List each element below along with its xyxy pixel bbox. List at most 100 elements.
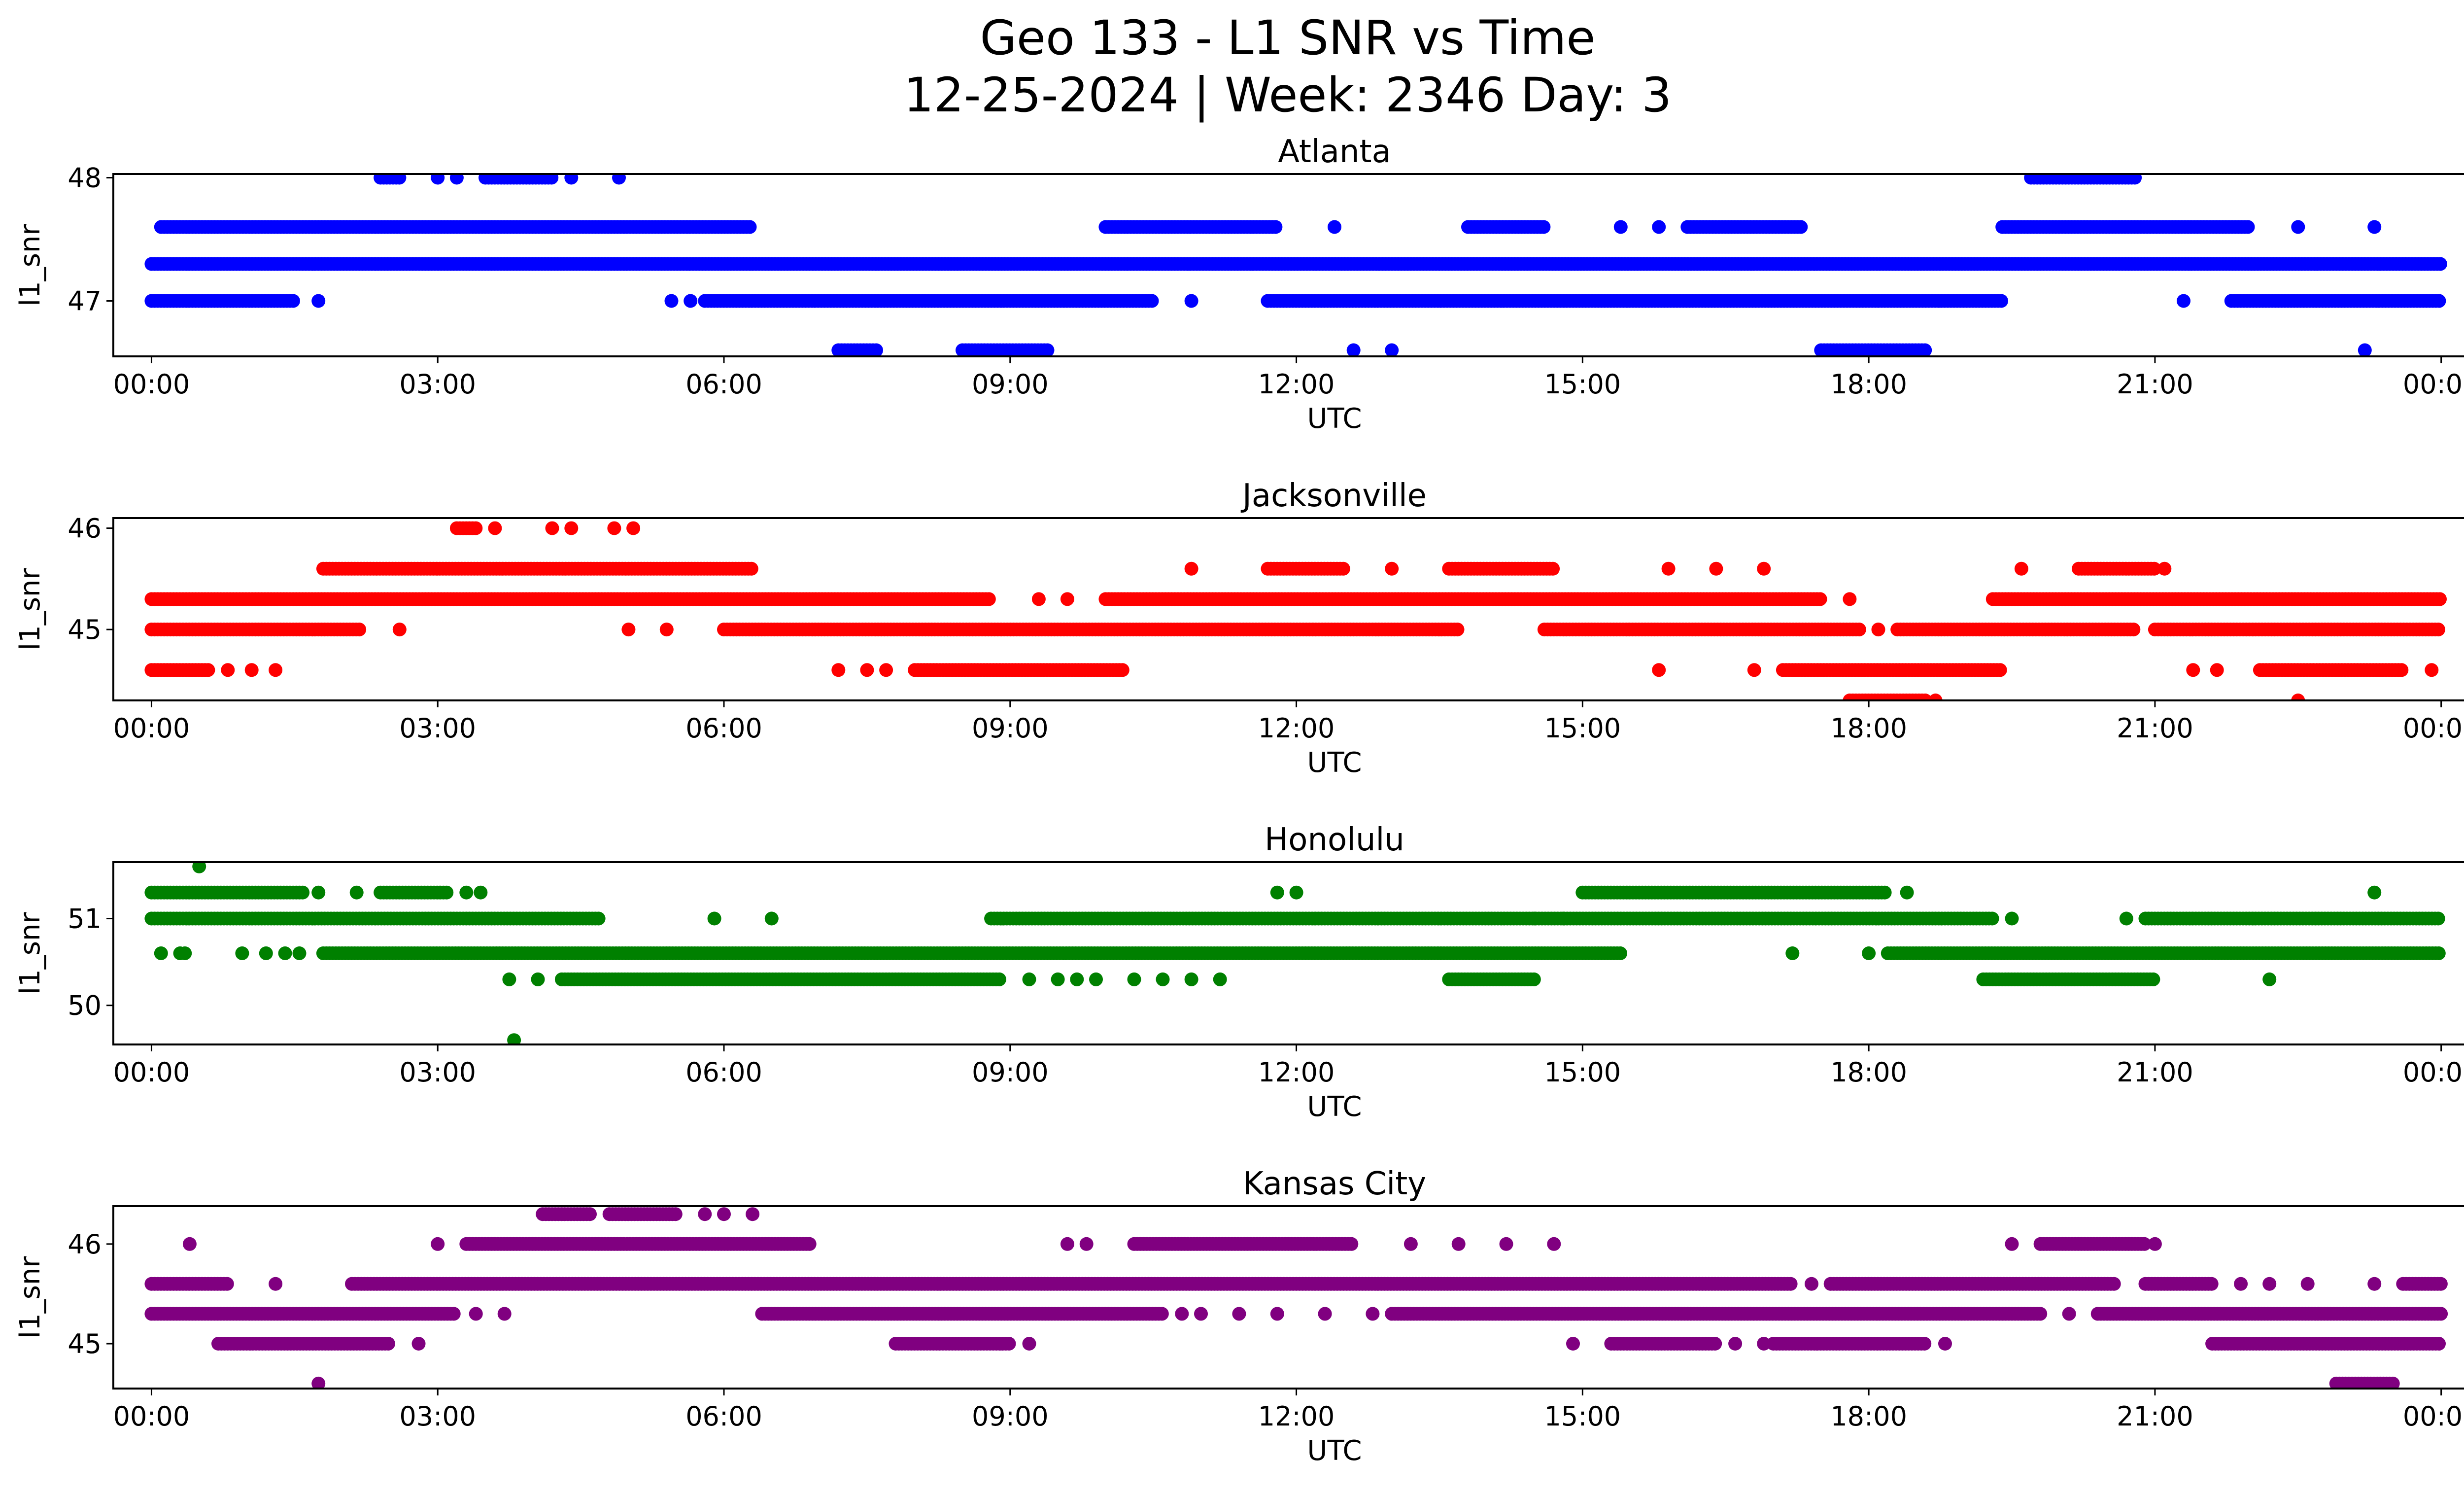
subplot-title: Atlanta <box>1278 134 1391 170</box>
data-point <box>440 885 454 900</box>
data-point <box>743 220 757 234</box>
subplot-title: Honolulu <box>1265 822 1404 858</box>
data-point <box>1613 220 1628 234</box>
data-point <box>1985 911 1999 926</box>
x-tick-label: 06:00 <box>685 713 762 744</box>
y-axis-label: l1_snr <box>14 568 46 651</box>
data-point <box>2358 343 2372 356</box>
data-point <box>659 623 674 637</box>
data-point <box>2014 561 2028 576</box>
data-point <box>1918 694 1932 700</box>
data-point <box>2126 623 2141 637</box>
data-point <box>626 521 641 535</box>
data-point <box>2431 911 2445 926</box>
data-point <box>244 663 259 677</box>
data-point <box>1145 294 1159 308</box>
data-point <box>2395 663 2409 677</box>
x-tick-label: 15:00 <box>1544 369 1621 400</box>
x-tick-label: 18:00 <box>1830 713 1907 744</box>
data-point <box>311 294 326 308</box>
data-point <box>992 972 1006 986</box>
data-point <box>1040 343 1055 356</box>
data-point <box>1328 220 1341 234</box>
data-point <box>1994 294 2008 308</box>
x-tick-label: 15:00 <box>1544 713 1621 744</box>
x-tick-label: 00:00 <box>2403 369 2464 400</box>
data-point <box>286 294 300 308</box>
x-tick-label: 09:00 <box>972 713 1049 744</box>
y-axis-label: l1_snr <box>14 224 46 307</box>
data-point <box>1878 885 1892 900</box>
data-point <box>2433 257 2447 271</box>
data-point <box>982 592 996 606</box>
data-point <box>1918 343 1932 356</box>
data-point <box>1385 343 1399 356</box>
data-point <box>684 294 698 308</box>
x-tick-label: 03:00 <box>399 369 476 400</box>
data-point <box>1268 220 1283 234</box>
data-point <box>1537 220 1551 234</box>
data-point <box>1652 220 1666 234</box>
data-point <box>1450 623 1465 637</box>
data-point <box>1346 343 1361 356</box>
data-point <box>1336 561 1350 576</box>
data-point <box>2210 663 2224 677</box>
data-point <box>2291 220 2305 234</box>
x-tick-label: 09:00 <box>972 369 1049 400</box>
data-point <box>1527 972 1541 986</box>
x-tick-label: 21:00 <box>2117 713 2193 744</box>
data-point <box>488 521 502 535</box>
data-point <box>1661 561 1676 576</box>
data-point <box>564 174 579 185</box>
data-point <box>2425 663 2439 677</box>
data-point <box>607 521 621 535</box>
data-point <box>564 521 579 535</box>
data-point <box>744 561 758 576</box>
data-point <box>431 174 445 185</box>
data-point <box>1928 694 1943 700</box>
data-point <box>1852 623 1866 637</box>
data-point <box>1184 561 1198 576</box>
data-point <box>469 521 483 535</box>
data-point <box>545 521 559 535</box>
y-tick-label: 48 <box>68 163 102 194</box>
data-point <box>296 885 310 900</box>
data-point <box>664 294 679 308</box>
data-point <box>879 663 893 677</box>
plot-frame <box>112 517 2464 701</box>
data-point <box>1993 663 2007 677</box>
data-point <box>2431 623 2445 637</box>
data-point <box>1709 561 1723 576</box>
data-point <box>591 911 606 926</box>
data-point <box>1747 663 1761 677</box>
data-point <box>1794 220 1808 234</box>
figure-title-line2: 12-25-2024 | Week: 2346 Day: 3 <box>904 68 1672 123</box>
data-point <box>860 663 874 677</box>
data-point <box>449 174 464 185</box>
data-point <box>1757 561 1771 576</box>
data-points <box>144 174 2447 356</box>
data-point <box>221 663 235 677</box>
x-tick-label: 06:00 <box>685 369 762 400</box>
y-tick-label: 45 <box>68 614 102 645</box>
data-point <box>1813 592 1827 606</box>
figure-title-line1: Geo 133 - L1 SNR vs Time <box>980 10 1596 66</box>
data-point <box>1652 663 1666 677</box>
data-point <box>869 343 883 356</box>
data-point <box>352 623 367 637</box>
x-tick-label: 18:00 <box>1830 369 1907 400</box>
data-point <box>2177 294 2190 308</box>
data-point <box>1843 592 1857 606</box>
data-point <box>2186 663 2200 677</box>
x-tick-label: 00:00 <box>113 713 190 744</box>
x-tick-label: 00:00 <box>2403 713 2464 744</box>
data-point <box>2291 694 2305 700</box>
subplot-title: Jacksonville <box>1240 478 1427 514</box>
y-tick-label: 46 <box>68 513 102 544</box>
x-axis-label: UTC <box>1307 403 1362 435</box>
data-point <box>2128 174 2142 185</box>
